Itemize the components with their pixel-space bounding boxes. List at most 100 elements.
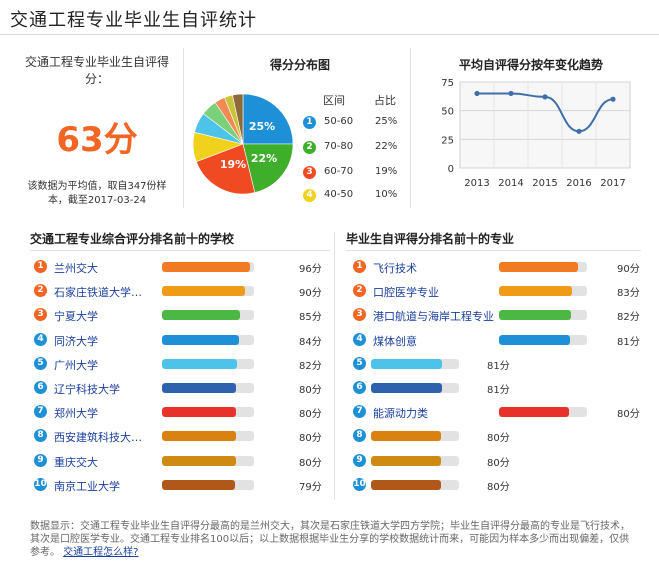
school-name-link[interactable]: 重庆交大 bbox=[54, 455, 98, 469]
title-divider bbox=[0, 34, 659, 35]
ranking-divider bbox=[334, 232, 335, 500]
school-row[interactable]: 4 同济大学 84分 bbox=[34, 331, 324, 349]
school-name-link[interactable]: 郑州大学 bbox=[54, 407, 98, 421]
school-name-link[interactable]: 石家庄铁道大学… bbox=[54, 286, 142, 300]
score-bar-track bbox=[162, 479, 254, 490]
pie-slice-60-70 bbox=[195, 143, 256, 194]
rank-number-badge: 6 bbox=[353, 381, 366, 394]
school-row[interactable]: 2 石家庄铁道大学… 90分 bbox=[34, 282, 324, 300]
major-name-link[interactable]: 飞行技术 bbox=[373, 262, 417, 275]
major-row[interactable]: 8 80分 bbox=[353, 427, 641, 445]
score-bar-track bbox=[371, 479, 459, 490]
major-row[interactable]: 1 飞行技术 90分 bbox=[353, 258, 641, 276]
pie-label-25: 25% bbox=[249, 120, 275, 133]
major-name-link[interactable]: 港口航道与海岸工程专业 bbox=[373, 310, 494, 324]
major-name-link[interactable]: 煤体创意 bbox=[373, 334, 417, 348]
score-bar bbox=[162, 310, 241, 321]
score-bar-track bbox=[162, 383, 254, 393]
legend-percent: 25% bbox=[375, 116, 398, 127]
school-row[interactable]: 7 郑州大学 80分 bbox=[34, 403, 324, 421]
major-row[interactable]: 3 港口航道与海岸工程专业 82分 bbox=[353, 306, 641, 324]
chart-y-tick-label: 50 bbox=[441, 107, 454, 118]
score-bar bbox=[371, 383, 443, 393]
rank-number-badge: 5 bbox=[34, 356, 47, 370]
legend-range: 70-80 bbox=[324, 141, 354, 152]
score-bar bbox=[162, 262, 251, 272]
trend-point bbox=[576, 128, 582, 134]
major-row[interactable]: 9 80分 bbox=[353, 452, 641, 470]
major-row[interactable]: 4 煤体创意 81分 bbox=[353, 331, 641, 349]
school-name-link[interactable]: 西安建筑科技大… bbox=[54, 431, 142, 445]
rank-number-badge: 7 bbox=[353, 405, 366, 419]
major-name-link[interactable]: 能源动力类 bbox=[373, 407, 428, 421]
score-value: 80分 bbox=[617, 409, 640, 421]
panel-divider bbox=[410, 48, 411, 208]
school-row[interactable]: 10 南京工业大学 79分 bbox=[34, 476, 324, 494]
footnote-link[interactable]: 交通工程怎么样? bbox=[63, 547, 139, 558]
score-value: 80分 bbox=[487, 457, 510, 469]
school-row[interactable]: 1 兰州交大 96分 bbox=[34, 258, 324, 276]
major-row[interactable]: 10 80分 bbox=[353, 476, 641, 494]
legend-percent: 19% bbox=[375, 166, 398, 177]
school-name-link[interactable]: 南京工业大学 bbox=[54, 479, 120, 493]
score-bar bbox=[162, 286, 245, 297]
score-bar-track bbox=[499, 262, 587, 272]
major-row[interactable]: 2 口腔医学专业 83分 bbox=[353, 282, 641, 300]
score-bar-track bbox=[371, 358, 459, 369]
section-divider bbox=[346, 250, 641, 251]
major-row[interactable]: 5 81分 bbox=[353, 355, 641, 373]
major-name-link[interactable]: 口腔医学专业 bbox=[373, 286, 439, 300]
chart-x-tick-label: 2014 bbox=[498, 178, 523, 189]
school-row[interactable]: 9 重庆交大 80分 bbox=[34, 452, 324, 470]
school-name-link[interactable]: 同济大学 bbox=[54, 334, 98, 348]
rank-number-badge: 8 bbox=[34, 429, 47, 443]
chart-x-tick-label: 2013 bbox=[464, 178, 489, 189]
score-bar bbox=[162, 383, 236, 393]
rank-number-badge: 2 bbox=[353, 284, 366, 298]
legend-range: 40-50 bbox=[324, 189, 354, 200]
trend-point bbox=[508, 90, 514, 97]
school-name-link[interactable]: 兰州交大 bbox=[54, 262, 98, 275]
score-value: 83分 bbox=[617, 288, 640, 300]
majors-section-title: 毕业生自评得分排名前十的专业 bbox=[346, 232, 515, 246]
major-row[interactable]: 6 81分 bbox=[353, 379, 641, 397]
score-bar-track bbox=[162, 358, 254, 369]
rank-number-badge: 8 bbox=[353, 429, 366, 443]
rank-number-badge: 10 bbox=[34, 477, 47, 491]
score-value: 80分 bbox=[299, 433, 322, 445]
chart-y-tick-label: 0 bbox=[448, 164, 454, 175]
score-bar-track bbox=[499, 334, 587, 345]
score-bar bbox=[162, 455, 236, 466]
pie-slice-50-60 bbox=[242, 94, 293, 145]
score-bar-track bbox=[162, 407, 254, 418]
school-name-link[interactable]: 广州大学 bbox=[54, 358, 98, 372]
score-value: 80分 bbox=[299, 409, 322, 421]
score-bar bbox=[371, 455, 442, 466]
score-bar-track bbox=[499, 407, 587, 418]
pie-slice-70-80 bbox=[242, 143, 293, 193]
school-row[interactable]: 8 西安建筑科技大… 80分 bbox=[34, 427, 324, 445]
score-value: 81分 bbox=[487, 360, 510, 372]
school-name-link[interactable]: 辽宁科技大学 bbox=[54, 383, 120, 396]
chart-y-tick-label: 25 bbox=[441, 135, 454, 146]
rank-number-badge: 5 bbox=[353, 356, 366, 370]
score-bar-track bbox=[162, 334, 254, 345]
legend-number-badge: 3 bbox=[303, 166, 316, 179]
school-row[interactable]: 5 广州大学 82分 bbox=[34, 355, 324, 373]
score-bar bbox=[499, 262, 579, 272]
chart-x-tick-label: 2016 bbox=[566, 178, 591, 189]
score-bar bbox=[499, 407, 570, 418]
school-name-link[interactable]: 宁夏大学 bbox=[54, 310, 98, 324]
rank-number-badge: 3 bbox=[353, 308, 366, 322]
score-value: 80分 bbox=[487, 481, 510, 493]
school-row[interactable]: 6 辽宁科技大学 80分 bbox=[34, 379, 324, 397]
school-row[interactable]: 3 宁夏大学 85分 bbox=[34, 306, 324, 324]
pie-slice-other-5 bbox=[232, 94, 244, 145]
score-bar-track bbox=[162, 286, 254, 297]
major-row[interactable]: 7 能源动力类 80分 bbox=[353, 403, 641, 421]
legend-percent: 22% bbox=[375, 141, 398, 152]
score-bar-track bbox=[371, 383, 459, 393]
legend-percent: 10% bbox=[375, 189, 398, 200]
score-bar bbox=[499, 334, 571, 345]
summary-label: 交通工程专业毕业生自评得分： bbox=[24, 55, 169, 86]
